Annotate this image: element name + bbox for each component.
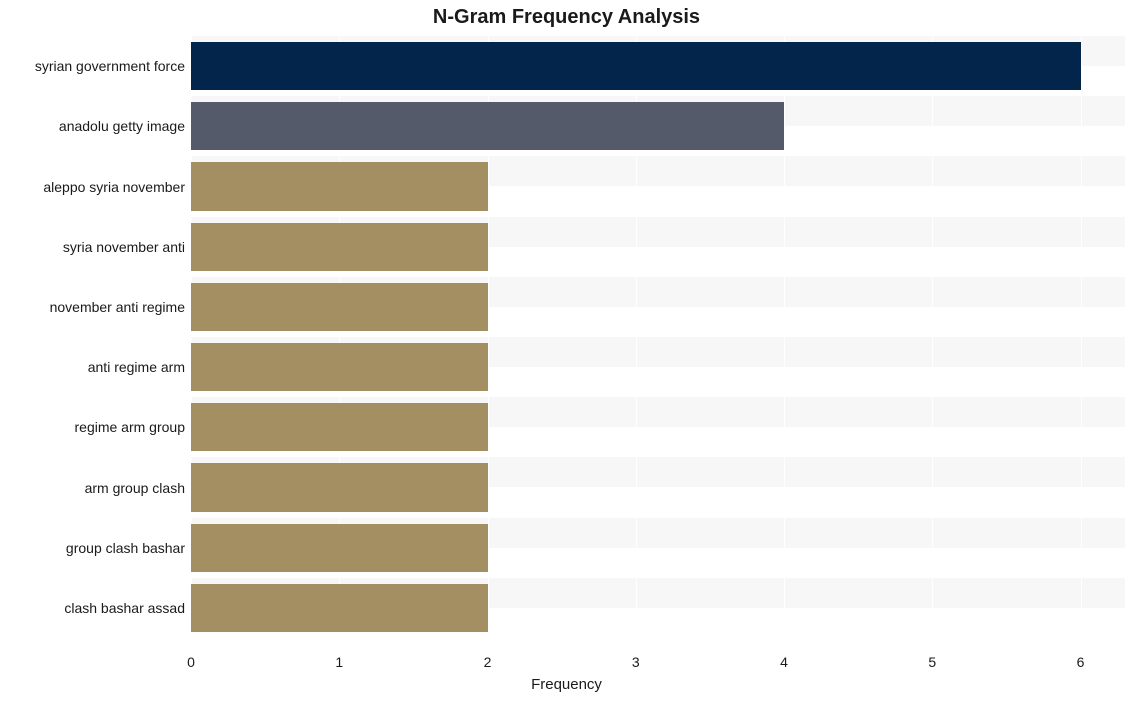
y-tick-label: syrian government force <box>35 58 185 74</box>
bar <box>191 283 488 331</box>
bar <box>191 463 488 511</box>
y-tick-label: syria november anti <box>63 239 185 255</box>
bar <box>191 223 488 271</box>
y-tick-label: aleppo syria november <box>43 179 185 195</box>
gridline <box>1081 36 1082 638</box>
x-tick-label: 5 <box>928 654 936 670</box>
plot-area <box>191 36 1125 638</box>
y-tick-label: anadolu getty image <box>59 118 185 134</box>
y-tick-label: group clash bashar <box>66 540 185 556</box>
chart-title: N-Gram Frequency Analysis <box>0 6 1133 29</box>
y-axis-labels: syrian government force anadolu getty ima… <box>0 36 189 638</box>
bar <box>191 584 488 632</box>
y-tick-label: november anti regime <box>50 299 185 315</box>
y-tick-label: regime arm group <box>75 419 186 435</box>
y-tick-label: clash bashar assad <box>64 600 185 616</box>
bar <box>191 42 1081 90</box>
chart-container: N-Gram Frequency Analysis syrian governm… <box>0 0 1133 701</box>
x-tick-label: 4 <box>780 654 788 670</box>
bar <box>191 102 784 150</box>
y-tick-label: arm group clash <box>85 480 185 496</box>
x-tick-label: 3 <box>632 654 640 670</box>
gridline <box>784 36 785 638</box>
bar <box>191 343 488 391</box>
x-tick-label: 6 <box>1077 654 1085 670</box>
gridline <box>932 36 933 638</box>
x-tick-label: 0 <box>187 654 195 670</box>
x-tick-label: 1 <box>335 654 343 670</box>
bar <box>191 524 488 572</box>
bar <box>191 403 488 451</box>
bar <box>191 162 488 210</box>
y-tick-label: anti regime arm <box>88 359 185 375</box>
x-tick-label: 2 <box>484 654 492 670</box>
x-axis-label: Frequency <box>0 676 1133 693</box>
